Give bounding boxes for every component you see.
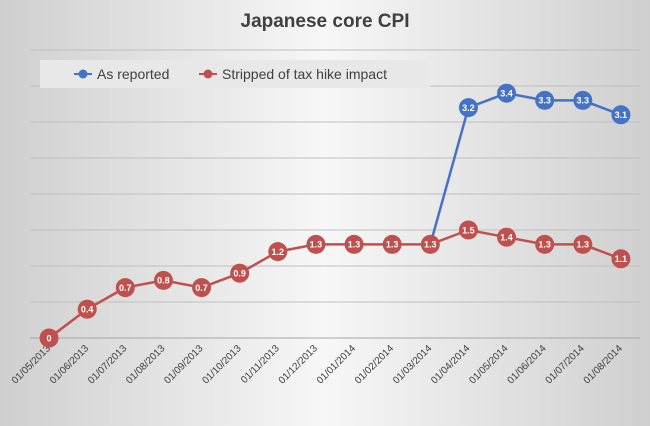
x-tick-label: 01/05/2014 bbox=[467, 343, 510, 386]
legend-marker-stripped bbox=[203, 69, 213, 79]
data-label: 0.9 bbox=[233, 269, 246, 279]
x-tick-label: 01/08/2014 bbox=[582, 343, 625, 386]
x-tick-label: 01/04/2014 bbox=[429, 343, 472, 386]
data-label: 0 bbox=[47, 333, 52, 343]
data-point bbox=[268, 242, 288, 262]
data-label: 0.7 bbox=[119, 283, 132, 293]
legend-label-stripped: Stripped of tax hike impact bbox=[222, 66, 387, 82]
data-point bbox=[458, 98, 478, 118]
data-point bbox=[497, 83, 517, 103]
data-point bbox=[153, 270, 173, 290]
data-label: 3.4 bbox=[500, 89, 513, 99]
data-label: 3.2 bbox=[462, 103, 475, 113]
x-tick-label: 01/12/2013 bbox=[277, 343, 320, 386]
x-tick-label: 01/07/2014 bbox=[544, 343, 587, 386]
data-point bbox=[192, 278, 212, 298]
data-label: 1.3 bbox=[538, 240, 551, 250]
x-tick-label: 01/02/2014 bbox=[353, 343, 396, 386]
data-point bbox=[77, 299, 97, 319]
data-point bbox=[573, 234, 593, 254]
data-label: 1.3 bbox=[310, 240, 323, 250]
legend-label-as-reported: As reported bbox=[97, 66, 169, 82]
legend: As reported Stripped of tax hike impact bbox=[40, 60, 430, 88]
series: 3.2 3.4 3.3 3.3 3.1 0 0.4 0.7 0.8 0.7 0.9 1.2 1.3 1.3… bbox=[39, 83, 631, 348]
data-label: 0.4 bbox=[81, 305, 94, 315]
legend-item-stripped: Stripped of tax hike impact bbox=[199, 66, 387, 82]
data-point bbox=[535, 90, 555, 110]
x-tick-label: 01/08/2013 bbox=[124, 343, 167, 386]
legend-item-as-reported: As reported bbox=[74, 66, 169, 82]
data-label: 1.3 bbox=[348, 240, 361, 250]
series-line bbox=[48, 228, 622, 339]
x-tick-label: 01/05/2013 bbox=[10, 343, 53, 386]
x-tick-label: 01/09/2013 bbox=[162, 343, 205, 386]
x-tick-label: 01/06/2013 bbox=[48, 343, 91, 386]
data-label: 1.1 bbox=[615, 254, 628, 264]
series-line bbox=[429, 91, 622, 245]
data-point bbox=[115, 278, 135, 298]
x-tick-label: 01/06/2014 bbox=[505, 343, 548, 386]
data-point bbox=[497, 227, 517, 247]
data-point bbox=[344, 234, 364, 254]
data-label: 3.3 bbox=[577, 96, 590, 106]
data-point bbox=[39, 328, 59, 348]
data-point bbox=[306, 234, 326, 254]
x-tick-label: 01/03/2014 bbox=[391, 343, 434, 386]
series-stripped: 0 0.4 0.7 0.8 0.7 0.9 1.2 1.3 1.3 1.3 1.3 1.5 1.4 1.3… bbox=[39, 220, 631, 348]
data-point bbox=[382, 234, 402, 254]
data-label: 1.4 bbox=[500, 233, 513, 243]
legend-box bbox=[40, 60, 430, 88]
data-point bbox=[535, 234, 555, 254]
data-label: 3.3 bbox=[538, 96, 551, 106]
data-label: 1.3 bbox=[424, 240, 437, 250]
data-point bbox=[611, 105, 631, 125]
data-point bbox=[573, 90, 593, 110]
x-tick-label: 01/11/2013 bbox=[239, 343, 282, 386]
data-point bbox=[611, 249, 631, 269]
data-label: 1.3 bbox=[386, 240, 399, 250]
chart-title: Japanese core CPI bbox=[241, 11, 410, 32]
data-label: 1.2 bbox=[272, 247, 285, 257]
data-label: 0.7 bbox=[195, 283, 208, 293]
x-tick-label: 01/07/2013 bbox=[86, 343, 129, 386]
data-point bbox=[458, 220, 478, 240]
data-point bbox=[230, 263, 250, 283]
data-label: 1.5 bbox=[462, 225, 475, 235]
data-label: 1.3 bbox=[577, 240, 590, 250]
x-tick-label: 01/10/2013 bbox=[200, 343, 243, 386]
legend-marker-as-reported bbox=[78, 69, 88, 79]
series-as-reported: 3.2 3.4 3.3 3.3 3.1 bbox=[429, 83, 631, 245]
data-label: 3.1 bbox=[615, 110, 628, 120]
x-tick-label: 01/01/2014 bbox=[315, 343, 358, 386]
data-point bbox=[420, 234, 440, 254]
data-label: 0.8 bbox=[157, 276, 170, 286]
x-tick-labels: 01/05/201301/06/201301/07/201301/08/2013… bbox=[10, 343, 625, 386]
